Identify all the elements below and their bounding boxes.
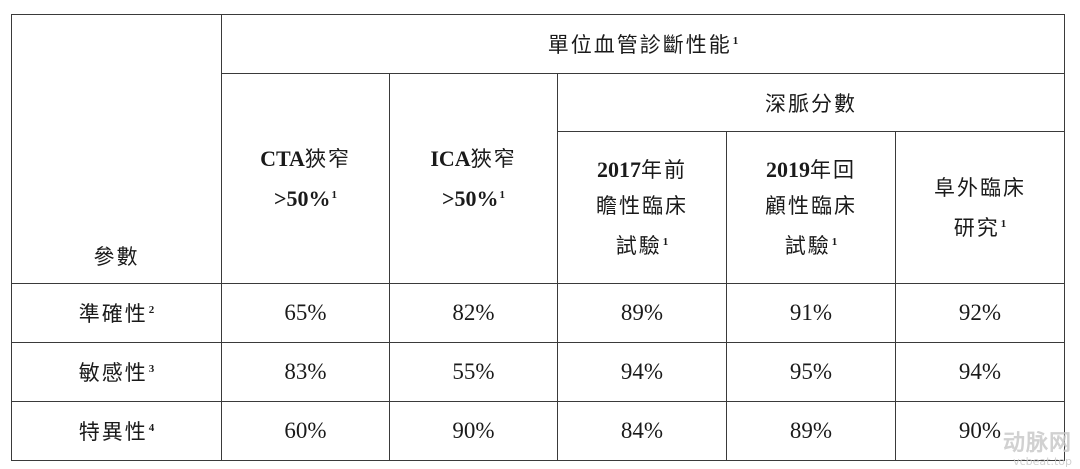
col-header-ica: ICA狹窄 >50%1 [389, 73, 558, 284]
col-header-ica-cjk: 狹窄 [470, 146, 517, 171]
header-row-1: 參數 單位血管診斷性能1 [11, 14, 1066, 284]
col-header-2019-line2: 顧性臨床 [765, 193, 857, 218]
watermark-url: vcbeat.top [1013, 455, 1072, 468]
table-cell: 82% [389, 283, 558, 343]
table-cell: 90% [894, 401, 1066, 461]
table-row: 準確性2 65% 82% 89% 91% 92% [11, 283, 1066, 343]
col-header-ica-latin: ICA [430, 145, 471, 171]
group-header: 單位血管診斷性能1 [220, 14, 1066, 74]
col-header-cta-latin: CTA [260, 145, 305, 171]
table-cell: 89% [557, 283, 727, 343]
table-row: 特異性4 60% 90% 84% 89% 90% [11, 401, 1066, 461]
row-note: 3 [148, 363, 155, 375]
watermark: 动脉网 vcbeat.top [1002, 431, 1072, 468]
table-cell: 92% [894, 283, 1066, 343]
col-header-ica-line2: >50%1 [441, 185, 506, 211]
col-header-cta-cjk: 狹窄 [304, 146, 351, 171]
row-label-accuracy: 準確性2 [11, 283, 222, 343]
row-label-specificity: 特異性4 [11, 401, 222, 461]
col-header-cta: CTA狹窄 >50%1 [221, 73, 390, 284]
table-cell: 95% [726, 342, 896, 402]
col-header-2019-line3: 試驗1 [784, 233, 838, 258]
col-header-fuwai-note: 1 [1000, 217, 1007, 230]
row-label-sensitivity: 敏感性3 [11, 342, 222, 402]
table-cell: 94% [557, 342, 727, 402]
group-header-text: 單位血管診斷性能 [547, 33, 732, 57]
table-cell: 89% [726, 401, 896, 461]
table-cell: 60% [221, 401, 390, 461]
col-header-fuwai: 阜外臨床 研究1 [894, 131, 1066, 284]
table-cell: 94% [894, 342, 1066, 402]
header-row-2: CTA狹窄 >50%1 ICA狹窄 >50%1 深脈分數 [12, 73, 1066, 284]
col-header-cta-line1: CTA狹窄 [222, 141, 389, 177]
table-cell: 65% [221, 283, 390, 343]
col-header-2017-line3: 試驗1 [615, 233, 669, 258]
header-row-3: 2017年前 瞻性臨床 試驗1 2019年回 顧性臨床 試驗1 阜外臨床 研究1 [12, 131, 1066, 284]
col-header-2019-line1: 2019年回 [766, 156, 856, 182]
col-header-fuwai-line1: 阜外臨床 [934, 175, 1026, 200]
col-header-2017-line1: 2017年前 [597, 156, 687, 182]
table-row: 敏感性3 83% 55% 94% 95% 94% [11, 342, 1066, 402]
col-header-2017: 2017年前 瞻性臨床 試驗1 [557, 131, 727, 284]
col-header-ica-line1: ICA狹窄 [390, 141, 557, 177]
table-cell: 84% [557, 401, 727, 461]
table-cell: 90% [389, 401, 558, 461]
subgroup-header: 深脈分數 [556, 73, 1066, 132]
row-note: 4 [148, 422, 155, 434]
col-header-2017-line2: 瞻性臨床 [596, 193, 688, 218]
watermark-name: 动脉网 [1002, 431, 1072, 456]
param-header: 參數 [11, 14, 222, 284]
col-header-cta-note: 1 [331, 188, 338, 201]
group-header-note: 1 [732, 35, 739, 47]
col-header-ica-note: 1 [499, 188, 506, 201]
table-cell: 55% [389, 342, 558, 402]
table-cell: 91% [726, 283, 896, 343]
table-cell: 83% [221, 342, 390, 402]
diagnostic-performance-table: 參數 單位血管診斷性能1 CTA狹窄 >50%1 ICA狹窄 >50%1 深脈分… [11, 14, 1066, 461]
col-header-2017-note: 1 [662, 235, 669, 248]
col-header-2019-note: 1 [831, 235, 838, 248]
col-header-2019: 2019年回 顧性臨床 試驗1 [726, 131, 896, 284]
row-note: 2 [148, 304, 155, 316]
col-header-fuwai-line2: 研究1 [953, 215, 1007, 240]
col-header-cta-line2: >50%1 [273, 185, 338, 211]
